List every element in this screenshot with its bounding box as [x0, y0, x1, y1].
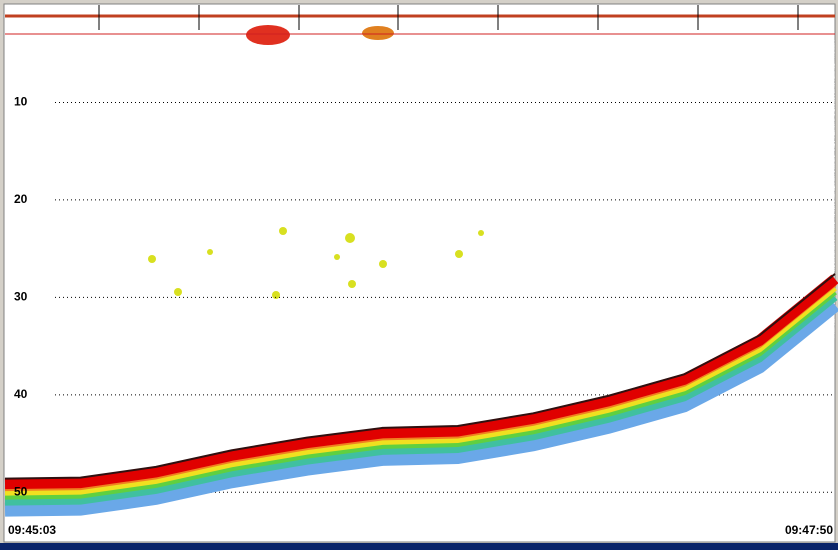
bottom-echo: [4, 273, 838, 517]
scatter-layer: [5, 25, 835, 340]
x-tick-label: 09:47:50: [785, 523, 833, 537]
y-tick-label: 30: [14, 290, 28, 304]
fish-targets: [148, 227, 484, 299]
bottom-line: [4, 274, 838, 490]
y-tick-label: 50: [14, 484, 28, 498]
window-bar: [0, 543, 838, 550]
clear-water: [240, 38, 470, 113]
top-ticks: [98, 5, 799, 30]
labels: 10 20 30 40 50 09:45:03 09:47:50: [8, 95, 833, 538]
y-tick-label: 20: [14, 192, 28, 206]
bottom-echo-fringe: [4, 299, 838, 517]
bottom-edge: [4, 273, 836, 480]
fish-school: [246, 25, 290, 45]
y-tick-label: 10: [14, 95, 28, 109]
x-tick-label: 09:45:03: [8, 523, 56, 537]
bottom-echo-fringe: [4, 293, 838, 506]
y-tick-label: 40: [14, 387, 28, 401]
bottom-echo-fringe: [4, 289, 837, 500]
fish-school: [362, 26, 394, 40]
bottom-echo-fringe: [4, 285, 837, 496]
